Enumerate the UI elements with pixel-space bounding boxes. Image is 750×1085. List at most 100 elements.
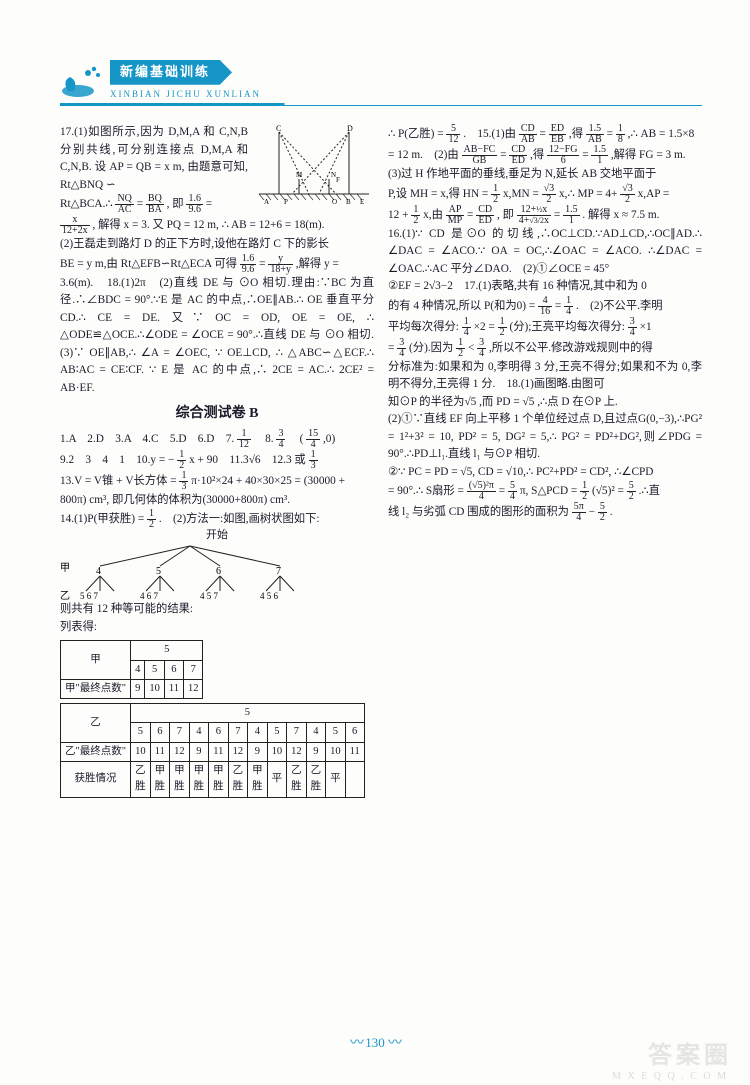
table-cell: 4	[189, 723, 209, 742]
page-header: 新编基础训练 XINBIAN JICHU XUNLIAN	[60, 60, 702, 106]
tree-note2: 列表得:	[60, 619, 374, 637]
right-column: ∴ P(乙胜) = 512 . 15.(1)由 CDAB = EDEB ,得 1…	[388, 124, 702, 801]
header-rule	[60, 103, 702, 106]
table-cell: 平	[267, 761, 287, 797]
svg-text:A: A	[264, 198, 269, 204]
table-cell: 甲胜	[248, 761, 268, 797]
table-cell: 11	[164, 679, 183, 698]
q13: 13.V = V锥 + V长方体 = 13 π·10²×24 + 40×30×2…	[60, 471, 374, 492]
table-cell: 甲胜	[170, 761, 190, 797]
q17-2b: BE = y m,由 Rt△EFB∽Rt△ECA 可得 1.69.6 = y18…	[60, 254, 374, 275]
table-cell: 9	[189, 742, 209, 761]
table-cell: 6	[345, 723, 364, 742]
table-cell: 7	[170, 723, 190, 742]
r-p13b: = 90°.∴ S扇形 = (√5)²π4 = 54 π, S△PCD = 12…	[388, 481, 702, 502]
page-number: 130	[365, 1035, 385, 1050]
table-cell: 9	[248, 742, 268, 761]
r-p4: P,设 MH = x,得 HN = 12 x,MN = √32 x,∴ MP =…	[388, 184, 702, 205]
table-cell: 4	[248, 723, 268, 742]
table-cell: 5	[131, 641, 203, 660]
svg-text:C: C	[276, 124, 281, 133]
tree-diagram: 开始 甲 4 5 6 7	[60, 530, 374, 601]
table-cell: 10	[131, 742, 151, 761]
logo-icon	[60, 61, 104, 101]
table-cell: 11	[345, 742, 364, 761]
svg-text:B: B	[346, 198, 351, 204]
wave-left-icon: 〰	[350, 1036, 362, 1051]
table-cell: 平	[326, 761, 346, 797]
r-p8: 平均每次得分: 14 ×2 = 12 (分);王亮平均每次得分: 34 ×1	[388, 317, 702, 338]
r-p13: ②∵ PC = PD = √5, CD = √10,∴ PC²+PD² = CD…	[388, 464, 702, 482]
section-title-b: 综合测试卷 B	[60, 403, 374, 425]
tree-root: 开始	[60, 530, 374, 541]
r-p5: 12 + 12 x,由 APMP = CDED , 即 12+½x4+√3/2x…	[388, 205, 702, 226]
r-p2: = 12 m. (2)由 AB−FCGB = CDED ,得 12−FG6 = …	[388, 145, 702, 166]
table-cell: 5	[326, 723, 346, 742]
svg-text:5: 5	[156, 566, 161, 577]
page: 新编基础训练 XINBIAN JICHU XUNLIAN	[0, 0, 750, 1085]
table-cell: 12	[228, 742, 248, 761]
table-cell: 12	[183, 679, 203, 698]
table-cell: 10	[326, 742, 346, 761]
table-cell: 甲胜	[150, 761, 170, 797]
table-cell: 5	[267, 723, 287, 742]
svg-text:P: P	[284, 198, 288, 204]
table-cell: 12	[287, 742, 307, 761]
svg-text:F: F	[336, 176, 340, 184]
svg-text:6: 6	[216, 566, 221, 577]
svg-text:4 5 7: 4 5 7	[200, 591, 219, 601]
table-cell: 9	[306, 742, 326, 761]
q17-2a: (2)王磊走到路灯 D 的正下方时,设他在路灯 C 下的影长	[60, 236, 374, 254]
svg-text:E: E	[360, 198, 364, 204]
table-cell: 7	[228, 723, 248, 742]
table-cell: 乙	[61, 704, 131, 743]
svg-text:4 6 7: 4 6 7	[140, 591, 159, 601]
left-column: C D M N F A P Q B E 17.(1)如图所示,因为 D,M,A …	[60, 124, 374, 801]
table-jia: 甲 5 4567 甲"最终点数"9101112	[60, 640, 203, 699]
title-ribbon: 新编基础训练	[110, 60, 232, 85]
svg-text:5 6 7: 5 6 7	[80, 591, 99, 601]
q14: 14.(1)P(甲获胜) = 12 . (2)方法一:如图,画树状图如下:	[60, 509, 374, 530]
body-columns: C D M N F A P Q B E 17.(1)如图所示,因为 D,M,A …	[60, 124, 702, 801]
table-cell: 乙胜	[131, 761, 151, 797]
table-cell: 10	[267, 742, 287, 761]
table-cell: 11	[150, 742, 170, 761]
mc-row1: 1.A 2.D 3.A 4.C 5.D 6.D 7. 112 8. 34 ( 1…	[60, 429, 374, 450]
table-cell: 甲"最终点数"	[61, 679, 131, 698]
svg-text:4: 4	[96, 566, 101, 577]
table-cell: 12	[170, 742, 190, 761]
pinyin-subtitle: XINBIAN JICHU XUNLIAN	[110, 87, 261, 101]
tree-note: 则共有 12 种等可能的结果:	[60, 601, 374, 619]
r-p11: 知⊙P 的半径为√5 ,而 PD = √5 ,∴点 D 在⊙P 上.	[388, 394, 702, 412]
table-cell: 5	[145, 660, 165, 679]
table-cell	[345, 761, 364, 797]
table-cell: 乙胜	[287, 761, 307, 797]
page-footer: 〰 130 〰	[0, 1033, 750, 1055]
svg-text:Q: Q	[332, 198, 337, 204]
table-cell: 4	[306, 723, 326, 742]
table-cell: 7	[183, 660, 203, 679]
r-p12: (2)①∵直线 EF 向上平移 1 个单位经过点 D,且过点G(0,−3),∴P…	[388, 411, 702, 464]
table-cell: 甲胜	[209, 761, 229, 797]
header-badge: 新编基础训练 XINBIAN JICHU XUNLIAN	[60, 60, 702, 101]
mc-row2: 9.2 3 4 1 10.y = − 12 x + 90 11.3√6 12.3…	[60, 450, 374, 471]
table-cell: 乙"最终点数"	[61, 742, 131, 761]
svg-text:4 5 6: 4 5 6	[260, 591, 279, 601]
svg-text:7: 7	[276, 566, 281, 577]
wave-right-icon: 〰	[388, 1036, 400, 1051]
q13b: 800π) cm³, 即几何体的体积为(30000+800π) cm³.	[60, 492, 374, 510]
table-cell: 6	[164, 660, 183, 679]
q17-18: 3.6(m). 18.(1)2π (2)直线 DE 与 ⊙O 相切.理由:∵BC…	[60, 275, 374, 398]
r-p10: 分标准为:如果和为 0,李明得 3 分,王亮不得分;如果和不为 0,李明不得分,…	[388, 359, 702, 394]
table-cell: 乙胜	[306, 761, 326, 797]
watermark-sub: M X E Q Q . C O M	[612, 1069, 728, 1085]
table-cell: 乙胜	[228, 761, 248, 797]
table-cell: 甲胜	[189, 761, 209, 797]
table-cell: 6	[150, 723, 170, 742]
table-cell: 5	[131, 723, 151, 742]
r-p7a: ②EF = 2√3−2 17.(1)表略,共有 16 种情况,其中和为 0	[388, 278, 702, 296]
r-p14: 线 l₂ 与劣弧 CD 围成的图形的面积为 5π4 − 52 .	[388, 502, 702, 523]
table-cell: 甲	[61, 641, 131, 680]
r-p6: 16.(1)∵ CD 是⊙O 的切线,∴OC⊥CD.∵AD⊥CD,∴OC∥AD.…	[388, 226, 702, 279]
table-cell: 7	[287, 723, 307, 742]
